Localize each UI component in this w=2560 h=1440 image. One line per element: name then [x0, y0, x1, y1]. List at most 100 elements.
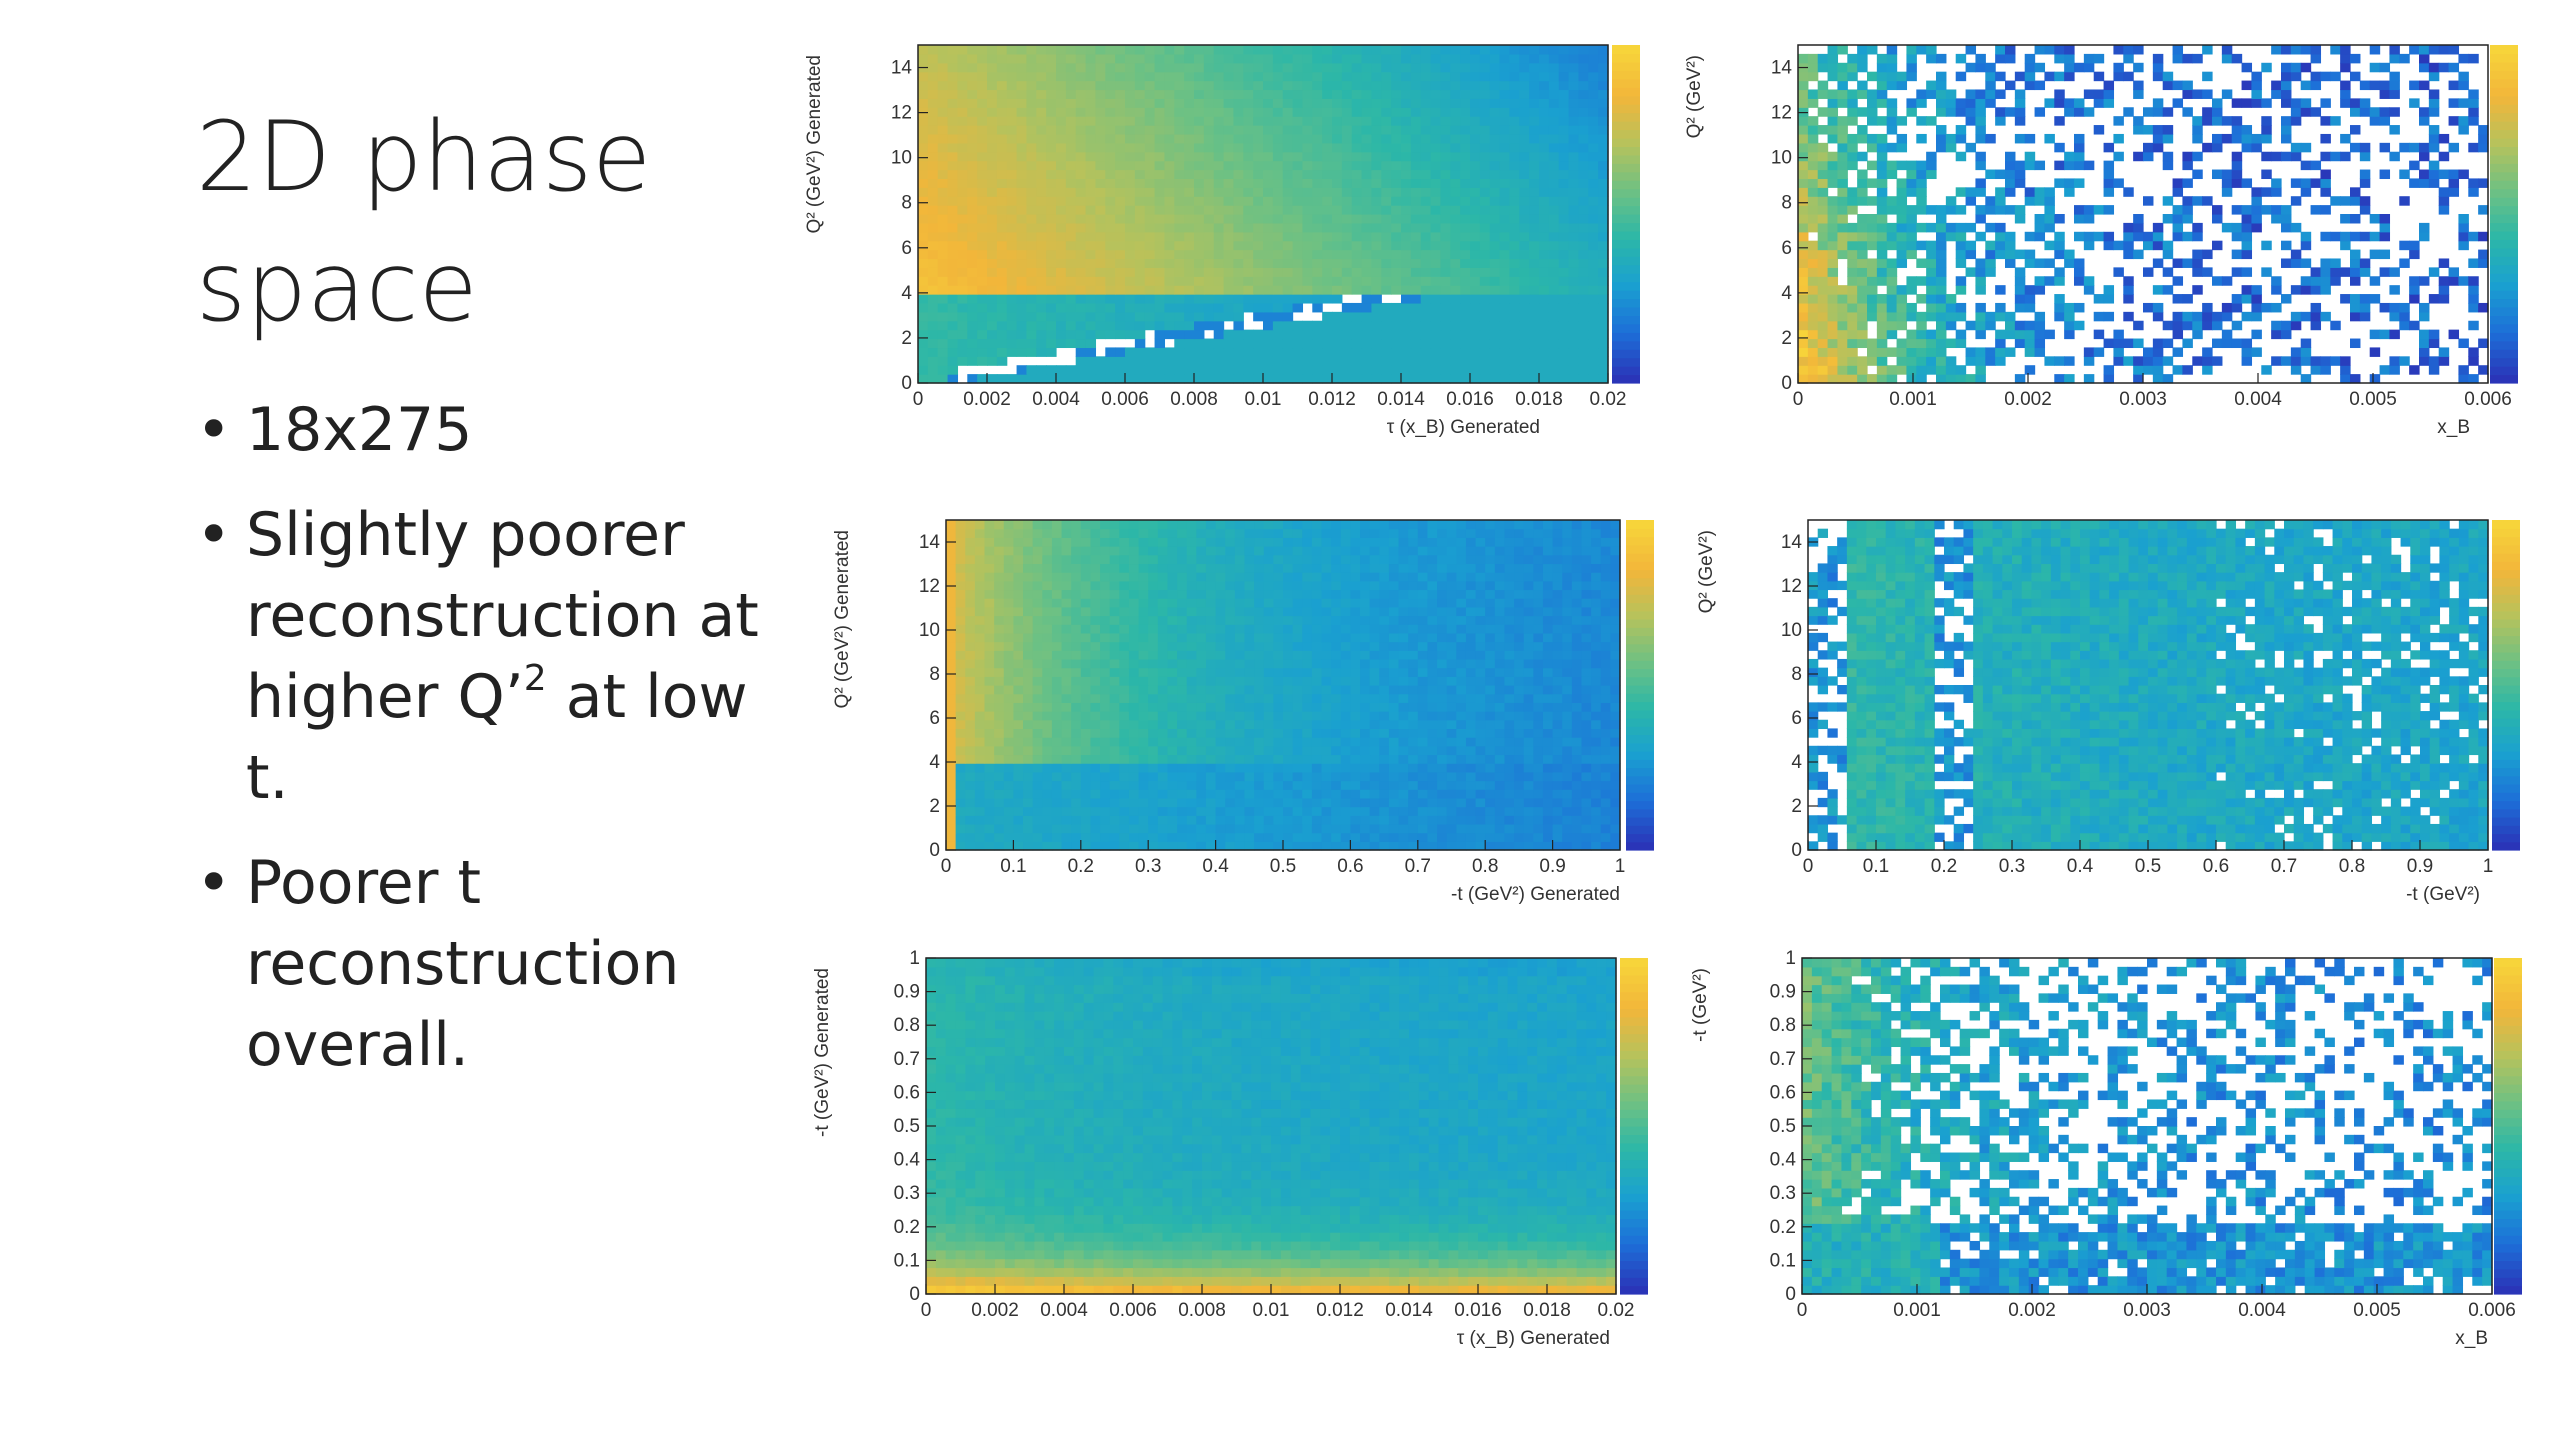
heatmap-cell — [1588, 196, 1599, 206]
heatmap-cell — [1144, 276, 1156, 286]
heatmap-cell — [2300, 276, 2312, 286]
heatmap-cell — [1381, 116, 1392, 126]
heatmap-cell — [1263, 62, 1274, 73]
heatmap-cell — [1292, 71, 1304, 82]
heatmap-cell — [977, 80, 988, 91]
heatmap-cell — [2005, 258, 2016, 268]
heatmap-cell — [1886, 125, 1898, 135]
heatmap-cell — [1134, 62, 1146, 73]
heatmap-cell — [1798, 89, 1809, 99]
heatmap-cell — [1075, 116, 1087, 126]
heatmap-cell — [1450, 71, 1461, 82]
heatmap-cell — [1119, 823, 1130, 834]
heatmap-cell — [1588, 329, 1599, 340]
heatmap-cell — [1379, 780, 1390, 790]
x-tick-label: 0.012 — [1308, 389, 1356, 410]
heatmap-cell — [1398, 754, 1409, 764]
heatmap-cell — [1272, 160, 1284, 171]
heatmap-cell — [1234, 806, 1246, 816]
heatmap-cell — [2261, 62, 2272, 73]
heatmap-cell — [1174, 285, 1185, 295]
heatmap-cell — [1006, 311, 1018, 322]
heatmap-cell — [1292, 806, 1303, 816]
heatmap-cell — [1837, 196, 1848, 206]
heatmap-cell — [1965, 187, 1977, 197]
colorbar-segment — [1612, 264, 1640, 274]
heatmap-cell — [1157, 797, 1169, 808]
heatmap-cell — [1886, 240, 1898, 251]
heatmap-cell — [1857, 240, 1868, 251]
heatmap-cell — [1876, 187, 1888, 197]
heatmap-cell — [1876, 133, 1888, 144]
heatmap-cell — [947, 187, 959, 197]
heatmap-cell — [1529, 142, 1540, 153]
heatmap-cell — [1509, 320, 1520, 331]
heatmap-cell — [1456, 780, 1467, 790]
heatmap-cell — [1371, 71, 1382, 82]
heatmap-cell — [947, 196, 959, 206]
heatmap-cell — [1065, 338, 1077, 349]
heatmap-cell — [1391, 80, 1402, 91]
heatmap-cell — [1233, 276, 1244, 286]
heatmap-cell — [1552, 797, 1563, 808]
heatmap-cell — [1499, 285, 1511, 295]
heatmap-cell — [1410, 205, 1422, 215]
heatmap-cell — [1253, 53, 1264, 64]
heatmap-cell — [1196, 832, 1207, 842]
heatmap-cell — [1430, 125, 1442, 135]
heatmap-cell — [1302, 240, 1313, 251]
heatmap-cell — [2074, 98, 2085, 108]
heatmap-cell — [1529, 98, 1540, 108]
heatmap-cell — [1282, 151, 1294, 162]
heatmap-cell — [1479, 329, 1491, 340]
heatmap-cell — [1817, 338, 1829, 349]
heatmap-cell — [1857, 62, 1868, 73]
heatmap-cell — [1148, 754, 1159, 764]
heatmap-cell — [1896, 338, 1908, 349]
heatmap-cell — [1223, 249, 1235, 260]
heatmap-cell — [1470, 142, 1481, 153]
heatmap-cell — [1598, 374, 1609, 384]
heatmap-cell — [918, 240, 929, 251]
heatmap-cell — [1071, 823, 1082, 834]
heatmap-cell — [1056, 89, 1067, 99]
heatmap-cell — [2379, 329, 2391, 340]
heatmap-cell — [937, 374, 949, 384]
heatmap-cell — [1023, 841, 1034, 851]
heatmap-cell — [2064, 249, 2075, 260]
heatmap-cell — [1036, 302, 1047, 313]
heatmap-cell — [2478, 125, 2489, 135]
heatmap-cell — [1465, 763, 1477, 773]
heatmap-cell — [1995, 196, 2006, 206]
heatmap-cell — [1408, 815, 1419, 825]
heatmap-cell — [1154, 71, 1166, 82]
heatmap-cell — [2290, 356, 2302, 366]
heatmap-cell — [2113, 347, 2124, 357]
heatmap-cell — [1282, 365, 1294, 375]
heatmap-cell — [1331, 780, 1342, 790]
heatmap-cell — [1798, 249, 1809, 260]
heatmap-cell — [2231, 249, 2243, 260]
heatmap-cell — [1465, 771, 1477, 782]
heatmap-cell — [2241, 231, 2253, 242]
heatmap-cell — [1955, 302, 1967, 313]
heatmap-cell — [1174, 365, 1185, 375]
heatmap-cell — [1558, 53, 1570, 64]
heatmap-cell — [2034, 196, 2046, 206]
heatmap-cell — [1273, 745, 1284, 756]
heatmap-cell — [1125, 267, 1136, 277]
heatmap-cell — [1499, 231, 1511, 242]
heatmap-cell — [1302, 187, 1313, 197]
heatmap-cell — [1519, 205, 1530, 215]
heatmap-cell — [1571, 806, 1583, 816]
heatmap-cell — [1233, 249, 1244, 260]
heatmap-cell — [1558, 142, 1570, 153]
heatmap-cell — [1509, 258, 1520, 268]
heatmap-cell — [1085, 311, 1097, 322]
heatmap-cell — [1391, 196, 1402, 206]
heatmap-cell — [927, 294, 939, 304]
heatmap-cell — [1578, 320, 1589, 331]
heatmap-cell — [1263, 53, 1274, 64]
heatmap-cell — [1075, 231, 1087, 242]
heatmap-cell — [1205, 763, 1217, 773]
